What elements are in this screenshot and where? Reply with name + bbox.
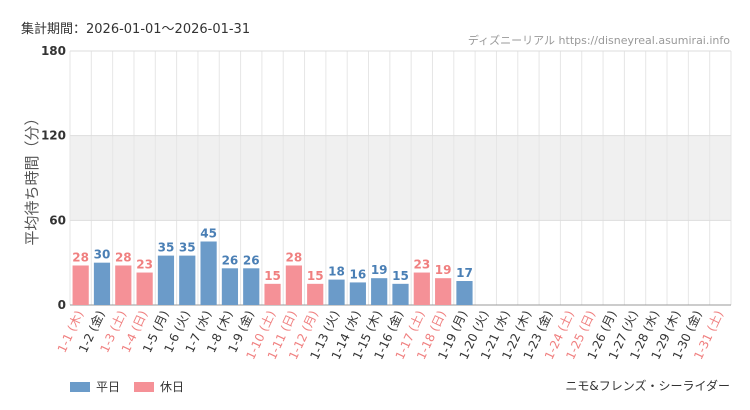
y-tick-label: 120 [41,129,66,143]
bar [221,268,239,305]
bar [392,283,409,305]
y-axis-label: 平均待ち時間（分） [23,110,41,245]
legend-weekday-label: 平日 [96,380,121,394]
bar [285,265,302,305]
bar-value-label: 28 [115,250,132,264]
period-label: 集計期間：2026-01-01〜2026-01-31 [21,22,251,37]
bar-value-label: 23 [413,258,430,272]
weekday-swatch [70,381,90,392]
bar [157,255,175,305]
bar-value-label: 15 [392,269,409,283]
bar [349,282,366,305]
bar-value-label: 26 [243,253,260,267]
legend-holiday-label: 休日 [160,380,185,394]
bar [115,265,132,305]
bar-value-label: 35 [179,241,196,255]
bar-value-label: 23 [136,258,153,272]
bar-value-label: 15 [307,269,324,283]
bar [72,265,89,305]
bar-value-label: 17 [456,266,473,280]
bar-value-label: 35 [158,241,175,255]
bar [307,283,324,305]
bar-value-label: 18 [328,265,345,279]
bar [371,278,388,305]
legend-holiday[interactable]: 休日 [134,378,184,395]
site-credit: ディズニーリアル https://disneyreal.asumirai.inf… [467,34,730,47]
bar [200,241,217,305]
bar-value-label: 45 [200,227,217,241]
bar [179,255,196,305]
bar-value-label: 26 [222,253,239,267]
bar [456,281,473,305]
legend-weekday[interactable]: 平日 [70,378,120,395]
holiday-swatch [134,381,155,392]
legend: 平日 休日 [70,378,184,395]
bar-value-label: 28 [72,250,89,264]
bar-value-label: 19 [371,263,388,277]
bar [93,262,111,305]
bar-value-label: 15 [264,269,281,283]
bar [243,268,260,305]
bar-value-label: 19 [435,263,452,277]
bar [136,272,153,305]
y-tick-label: 60 [49,213,66,227]
bar [413,272,430,305]
bar [328,279,345,305]
y-tick-label: 180 [41,44,66,58]
bar-value-label: 28 [286,250,303,264]
y-tick-label: 0 [58,298,66,312]
plot-band [70,135,731,221]
bar [435,278,452,305]
bar [264,283,281,305]
bar-value-label: 16 [350,267,367,281]
attraction-name: ニモ&フレンズ・シーライダー [565,379,730,393]
bar-value-label: 30 [94,248,111,262]
